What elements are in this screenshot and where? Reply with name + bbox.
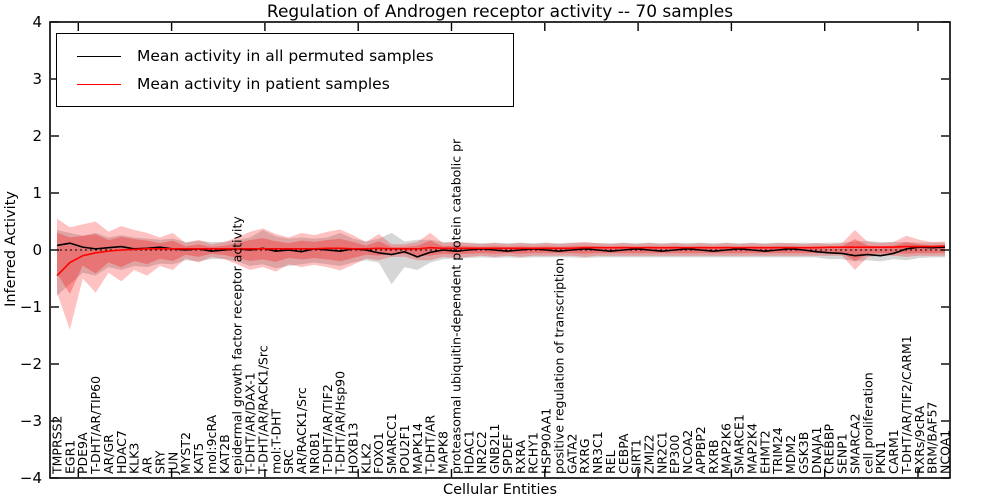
legend-box: Mean activity in all permuted samples Me…	[56, 33, 514, 107]
x-tick-label: NCOA2	[680, 430, 695, 474]
x-tick-label: DNAJA1	[809, 427, 824, 475]
x-tick-label: CARM1	[886, 429, 901, 474]
x-tick-label: SPDEF	[500, 434, 515, 474]
x-tick-label: RXRA	[513, 440, 528, 474]
x-tick-label: POU2F1	[397, 424, 412, 474]
x-tick-label: SIRT1	[629, 439, 644, 474]
x-tick-label: ZMIZ2	[642, 434, 657, 474]
x-tick-label: FOXO1	[371, 432, 386, 474]
x-tick-label: BRM/BAF57	[925, 402, 940, 474]
x-tick-label: T-DHT/AR	[423, 415, 438, 475]
x-tick-label: AR	[140, 456, 155, 474]
x-tick-label: TMPRSS2	[50, 416, 65, 475]
permuted-line-swatch	[77, 55, 121, 57]
x-tick-label: NCOA1	[938, 430, 953, 474]
y-tick-label: 0	[32, 241, 42, 259]
x-tick-label: TRIM24	[770, 427, 785, 475]
x-tick-label: epidermal growth factor receptor activit…	[230, 216, 245, 474]
patient-line-swatch	[77, 83, 121, 85]
x-tick-label: RCHY1	[526, 432, 541, 474]
x-tick-label: EGR1	[62, 440, 77, 474]
y-tick-label: 2	[32, 127, 42, 145]
y-axis-label: Inferred Activity	[3, 191, 19, 307]
legend-label-permuted: Mean activity in all permuted samples	[137, 47, 434, 65]
legend-item-permuted: Mean activity in all permuted samples	[69, 42, 501, 70]
x-tick-label: MAPK8	[436, 431, 451, 474]
x-tick-label: PKN1	[873, 441, 888, 474]
x-tick-label: HSP90AA1	[539, 408, 554, 474]
x-tick-label: T-DHT/AR/RACK1/Src	[255, 345, 270, 475]
x-tick-label: HOXB13	[346, 423, 361, 474]
x-tick-label: KLK2	[358, 443, 373, 474]
x-tick-label: cell proliferation	[860, 372, 875, 474]
x-tick-label: SENP1	[835, 433, 850, 474]
patient-mean-line	[56, 245, 946, 277]
x-tick-label: REL	[603, 450, 618, 474]
x-tick-label: SMARCA2	[847, 413, 862, 474]
y-tick-label: 1	[32, 184, 42, 202]
x-tick-label: MAPK14	[410, 423, 425, 474]
x-axis-label: Cellular Entities	[442, 482, 558, 498]
x-tick-label: SMARCC1	[384, 413, 399, 474]
x-tick-label: GATA2	[564, 434, 579, 474]
x-tick-label: MDM2	[783, 435, 798, 474]
y-tick-label: 4	[32, 13, 42, 31]
x-tick-label: HDAC1	[461, 430, 476, 474]
x-tick-label: T-DHT/AR/TIP60	[88, 376, 103, 475]
x-tick-label: positive regulation of transcription	[551, 258, 566, 474]
x-tick-label: T-DHT/AR/TIF2/CARM1	[899, 335, 914, 475]
x-tick-label: NR2C2	[474, 431, 489, 474]
x-tick-label: RXRG	[577, 438, 592, 474]
axes-frame	[49, 21, 951, 479]
x-tick-label: SMARCE1	[732, 414, 747, 474]
y-tick-label: −2	[20, 355, 42, 373]
x-tick-label: KAT5	[191, 443, 206, 474]
x-tick-label: RXRs/9cRA	[912, 405, 927, 474]
x-tick-label: CEBPA	[616, 433, 631, 474]
y-tick-label: −1	[20, 298, 42, 316]
x-tick-label: mol:T-DHT	[268, 408, 283, 474]
x-tick-label: KAT2B	[217, 434, 232, 474]
x-tick-label: PDE9A	[75, 432, 90, 474]
x-tick-label: MAP2K6	[719, 423, 734, 474]
y-tick-label: −4	[20, 469, 42, 487]
x-tick-label: MAP2K4	[744, 423, 759, 474]
x-tick-label: AR/RACK1/Src	[294, 387, 309, 474]
permuted-mean-line	[56, 242, 946, 258]
x-tick-label: KLK3	[127, 443, 142, 474]
y-tick-label: −3	[20, 412, 42, 430]
legend-label-patient: Mean activity in patient samples	[137, 75, 390, 93]
x-tick-label: RXRB	[706, 439, 721, 474]
chart-title: Regulation of Androgen receptor activity…	[266, 2, 734, 22]
x-tick-label: GNB2L1	[487, 424, 502, 474]
x-tick-label: mol:9cRA	[204, 414, 219, 474]
x-tick-label: APPBP2	[693, 426, 708, 474]
x-tick-label: NR2C1	[654, 431, 669, 474]
x-tick-label: SRC	[281, 449, 296, 474]
x-tick-label: EHMT2	[757, 430, 772, 474]
y-tick-label: 3	[32, 70, 42, 88]
permuted-range-band	[57, 230, 945, 296]
x-tick-label: NR0B1	[307, 431, 322, 474]
x-tick-label: AR/GR	[101, 434, 116, 474]
x-tick-label: EP300	[667, 435, 682, 474]
x-tick-label: T-DHT/AR/TIF2	[320, 384, 335, 475]
x-tick-label: MYST2	[178, 432, 193, 474]
x-tick-label: NR3C1	[590, 431, 605, 474]
x-tick-label: T-DHT/AR/Hsp90	[333, 371, 348, 475]
x-tick-label: GSK3B	[796, 432, 811, 474]
patient-range-band	[57, 218, 945, 330]
x-tick-label: T-DHT/AR/DAX-1	[243, 372, 258, 475]
x-tick-label: SRY	[152, 450, 167, 474]
legend-item-patient: Mean activity in patient samples	[69, 70, 501, 98]
x-tick-label: CREBBP	[822, 424, 837, 474]
x-tick-label: HDAC7	[114, 430, 129, 474]
x-tick-label: proteasomal ubiquitin-dependent protein …	[448, 138, 463, 474]
x-tick-label: JUN	[165, 452, 180, 475]
